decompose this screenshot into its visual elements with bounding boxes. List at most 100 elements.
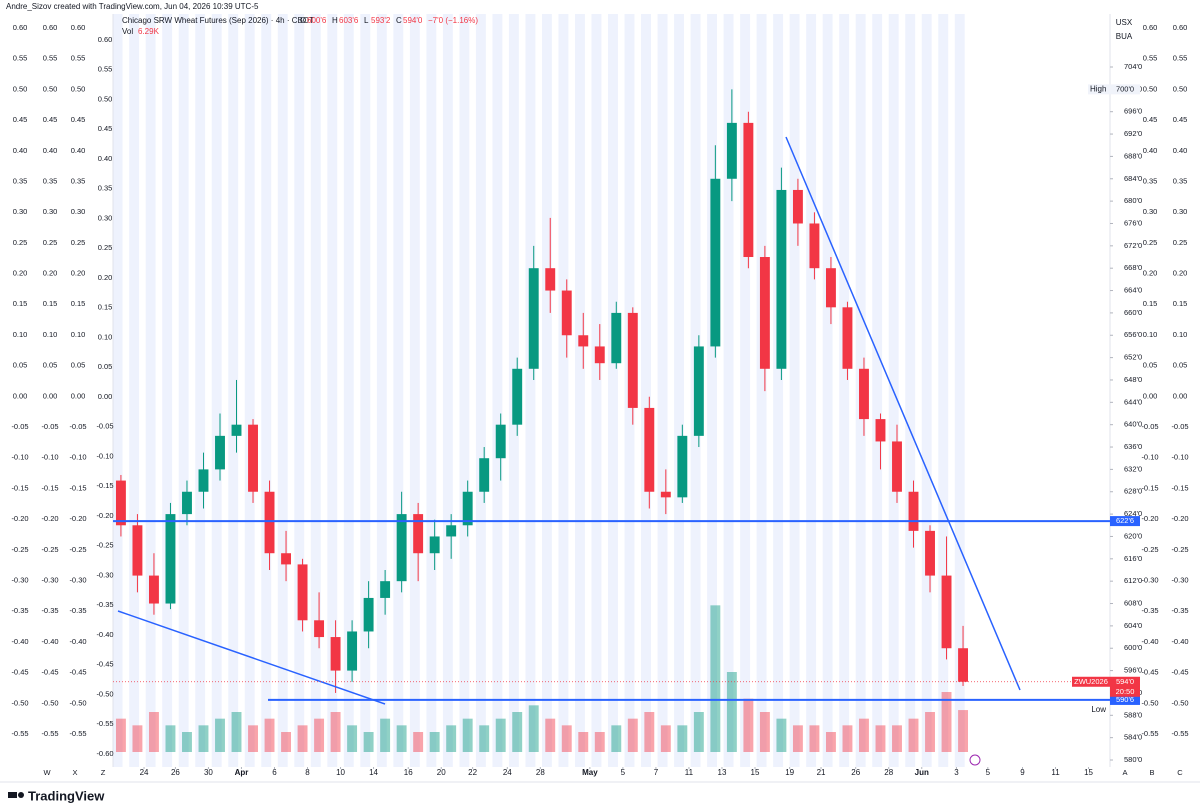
session-band: [129, 14, 140, 767]
volume-bar: [561, 725, 572, 752]
side-scale-label: -0.45: [1171, 668, 1188, 677]
session-band: [360, 14, 371, 767]
inner-scale-label: 0.15: [98, 303, 113, 312]
y-tick-label: 692'0: [1124, 129, 1142, 138]
side-scale-label: 0.35: [1143, 176, 1158, 185]
session-band: [591, 14, 602, 767]
candle-body: [495, 424, 506, 459]
session-band: [409, 14, 420, 767]
scale-letter: W: [43, 768, 51, 777]
footer-brand: TradingView: [28, 788, 105, 803]
side-scale-label: -0.20: [11, 514, 28, 523]
ohlc-key: O: [300, 16, 306, 25]
side-scale-label: -0.25: [11, 545, 28, 554]
session-band: [822, 14, 833, 767]
side-scale-label: -0.40: [1141, 637, 1158, 646]
ohlc-key: L: [364, 16, 369, 25]
trend-line: [117, 610, 386, 705]
side-scale-label: -0.30: [1141, 576, 1158, 585]
side-scale-label: -0.50: [11, 698, 28, 707]
volume-bar: [958, 710, 968, 752]
side-scale-label: -0.20: [69, 514, 86, 523]
x-tick-label: 6: [272, 768, 277, 777]
side-scale-label: -0.40: [41, 637, 58, 646]
side-scale-label: 0.50: [13, 84, 28, 93]
volume-bar: [809, 725, 820, 752]
side-scale-label: -0.15: [69, 483, 86, 492]
volume-bar: [182, 732, 192, 752]
candle-body: [528, 268, 539, 369]
candle-body: [462, 491, 473, 526]
side-scale-label: 0.55: [13, 54, 28, 63]
x-tick-label: 30: [204, 768, 213, 777]
session-band: [773, 14, 784, 767]
candle-body: [627, 312, 638, 408]
session-band: [426, 14, 437, 767]
side-scale-label: 0.20: [43, 269, 58, 278]
side-scale-label: -0.15: [1141, 483, 1158, 492]
inner-scale-label: 0.00: [98, 392, 113, 401]
volume-bar: [495, 718, 506, 752]
volume-bar: [759, 712, 770, 752]
session-band: [211, 14, 222, 767]
session-band: [905, 14, 916, 767]
side-scale-label: -0.55: [41, 729, 58, 738]
volume-bar: [264, 718, 275, 752]
x-tick-label: 21: [817, 768, 826, 777]
currency: USX: [1116, 18, 1133, 27]
candle-body: [693, 346, 704, 436]
session-band: [740, 14, 751, 767]
side-scale-label: -0.35: [1141, 606, 1158, 615]
inner-scale-label: 0.35: [98, 184, 113, 193]
side-scale-label: 0.60: [13, 23, 28, 32]
candle-body: [859, 368, 869, 420]
candle-body: [281, 553, 292, 565]
x-tick-label: Apr: [235, 768, 249, 777]
x-tick-label: 10: [336, 768, 345, 777]
volume-bar: [528, 705, 539, 752]
side-scale-label: 0.05: [13, 361, 28, 370]
side-scale-label: 0.25: [13, 238, 28, 247]
x-tick-label: 14: [369, 768, 378, 777]
y-tick-label: 624'0: [1124, 509, 1142, 518]
scale-letter: X: [72, 768, 77, 777]
candle-body: [677, 435, 688, 498]
side-scale-label: -0.10: [1171, 453, 1188, 462]
y-tick-label: 612'0: [1124, 576, 1142, 585]
y-tick-label: 676'0: [1124, 218, 1142, 227]
side-scale-label: -0.50: [1171, 698, 1188, 707]
session-band: [839, 14, 850, 767]
inner-scale-label: -0.60: [96, 749, 113, 758]
y-tick-label: 616'0: [1124, 554, 1142, 563]
x-tick-label: 11: [1051, 768, 1060, 777]
x-tick-label: 9: [1020, 768, 1025, 777]
side-scale-label: 0.50: [43, 84, 58, 93]
side-scale-label: 0.30: [71, 207, 86, 216]
side-scale-label: 0.15: [1173, 299, 1188, 308]
side-scale-label: -0.35: [11, 606, 28, 615]
candle-body: [908, 491, 919, 531]
y-tick-label: 620'0: [1124, 531, 1142, 540]
ohlc-key: H: [332, 16, 338, 25]
side-scale-label: -0.15: [11, 483, 28, 492]
volume-bar: [248, 725, 258, 752]
volume-bar: [660, 725, 671, 752]
price-tag: [1110, 676, 1140, 697]
x-tick-label: 19: [785, 768, 794, 777]
side-scale-label: -0.55: [1141, 729, 1158, 738]
high-tag: [1088, 84, 1140, 95]
y-tick-label: 584'0: [1124, 733, 1142, 742]
volume-bar: [281, 732, 292, 752]
ohlc-value: 593'2: [371, 16, 391, 25]
session-band: [921, 14, 932, 767]
candle-body: [231, 424, 242, 436]
side-scale-label: -0.20: [41, 514, 58, 523]
session-band: [492, 14, 503, 767]
session-band: [789, 14, 800, 767]
side-scale-label: 0.05: [43, 361, 58, 370]
side-scale-label: 0.00: [71, 391, 86, 400]
inner-scale-label: 0.50: [98, 94, 113, 103]
inner-scale-label: 0.55: [98, 65, 113, 74]
candle-body: [429, 536, 440, 554]
ohlc-value: 594'0: [403, 16, 423, 25]
